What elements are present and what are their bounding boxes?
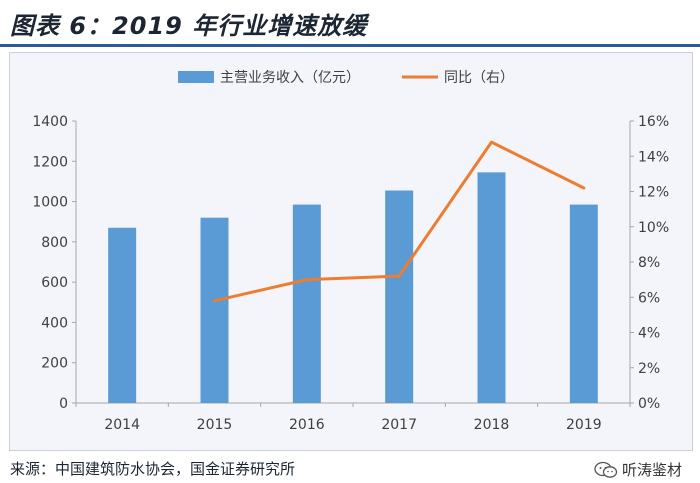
y-right-tick-label: 6%: [638, 290, 660, 306]
x-tick-label: 2017: [381, 417, 417, 433]
title-band: 图表 6：2019 年行业增速放缓: [0, 0, 700, 44]
y-left-tick-label: 400: [41, 315, 68, 331]
y-left-tick-label: 200: [41, 356, 68, 372]
x-tick-label: 2018: [474, 417, 510, 433]
legend-label-line: 同比（右）: [444, 70, 514, 86]
title-rule: [0, 44, 700, 47]
y-left-tick-label: 1200: [32, 154, 68, 170]
bar: [569, 204, 598, 403]
y-left-tick-label: 1000: [32, 195, 68, 211]
y-left-tick-label: 0: [59, 396, 68, 412]
bar: [477, 172, 506, 403]
bar: [385, 190, 414, 403]
bar: [292, 204, 321, 403]
y-right-tick-label: 0%: [638, 396, 660, 412]
combo-chart: 0 200 400 600 800 1000 1200 1400 0% 2% 4% 6% 8% 10% 12…: [32, 70, 669, 433]
legend-swatch-bar: [178, 71, 214, 83]
legend-label-bar: 主营业务收入（亿元）: [220, 70, 360, 86]
figure-title: 图表 6：2019 年行业增速放缓: [10, 12, 368, 40]
y-right-tick-label: 4%: [638, 326, 660, 342]
y-right-tick-label: 8%: [638, 255, 660, 271]
y-left-tick-label: 600: [41, 275, 68, 291]
x-tick-label: 2016: [289, 417, 325, 433]
y-right-tick-label: 2%: [638, 361, 660, 377]
x-tick-label: 2019: [566, 417, 602, 433]
y-right-tick-label: 14%: [638, 149, 669, 165]
x-tick-label: 2014: [104, 417, 140, 433]
y-right-tick-label: 10%: [638, 220, 669, 236]
watermark: 听涛鉴材: [594, 459, 682, 480]
y-right-tick-label: 12%: [638, 185, 669, 201]
wechat-icon: [594, 461, 618, 478]
y-left-tick-label: 800: [41, 235, 68, 251]
watermark-text: 听涛鉴材: [621, 461, 682, 479]
y-right-tick-label: 16%: [638, 114, 669, 130]
y-left-tick-label: 1400: [32, 114, 68, 130]
x-tick-label: 2015: [197, 417, 233, 433]
bar: [200, 217, 229, 403]
source-note: 来源：中国建筑防水协会，国金证券研究所: [10, 460, 296, 478]
chart-frame: 0 200 400 600 800 1000 1200 1400 0% 2% 4% 6% 8% 10% 12…: [9, 52, 693, 451]
bar: [108, 227, 137, 403]
